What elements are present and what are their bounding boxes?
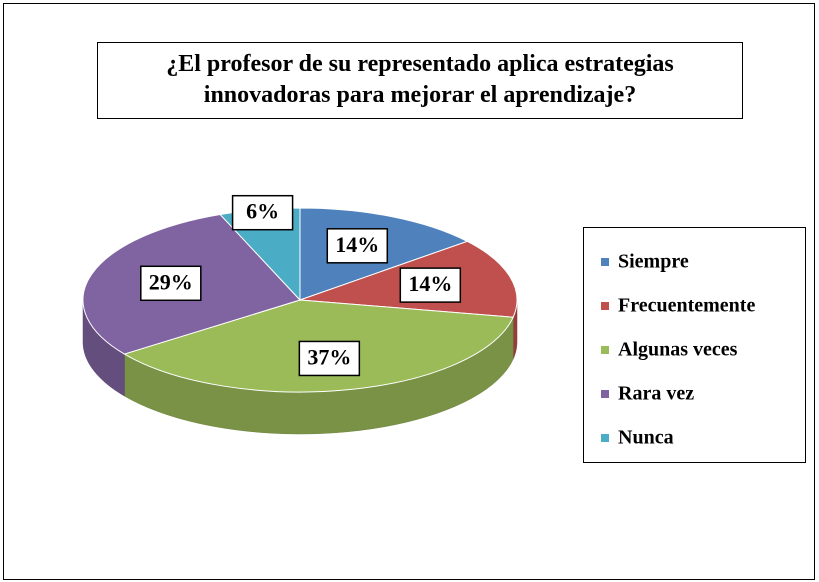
data-label: 37%	[307, 344, 351, 369]
data-label-box	[140, 265, 202, 302]
data-label: 29%	[149, 269, 193, 294]
title-box	[97, 42, 743, 119]
data-label: 6%	[246, 199, 279, 224]
legend-swatch	[601, 258, 609, 266]
data-label-box	[298, 340, 361, 377]
legend-swatch	[601, 302, 609, 310]
legend-label: Algunas veces	[618, 339, 738, 361]
legend-label: Rara vez	[618, 383, 694, 405]
title-holder: ¿El profesor de su representado aplica e…	[166, 51, 674, 108]
data-label: 14%	[335, 232, 379, 257]
legend-label: Siempre	[618, 251, 689, 273]
legend-swatch	[601, 346, 609, 354]
legend-label: Nunca	[618, 427, 674, 449]
legend-label: Frecuentemente	[618, 295, 755, 317]
legend-box	[583, 227, 806, 463]
data-label-box	[399, 267, 462, 303]
data-label-box	[326, 228, 389, 264]
legend-swatch	[601, 434, 609, 442]
data-label-box	[231, 194, 294, 231]
data-label: 14%	[408, 271, 452, 296]
legend-swatch	[601, 390, 609, 398]
chart-title: ¿El profesor de su representado aplica e…	[166, 51, 674, 108]
